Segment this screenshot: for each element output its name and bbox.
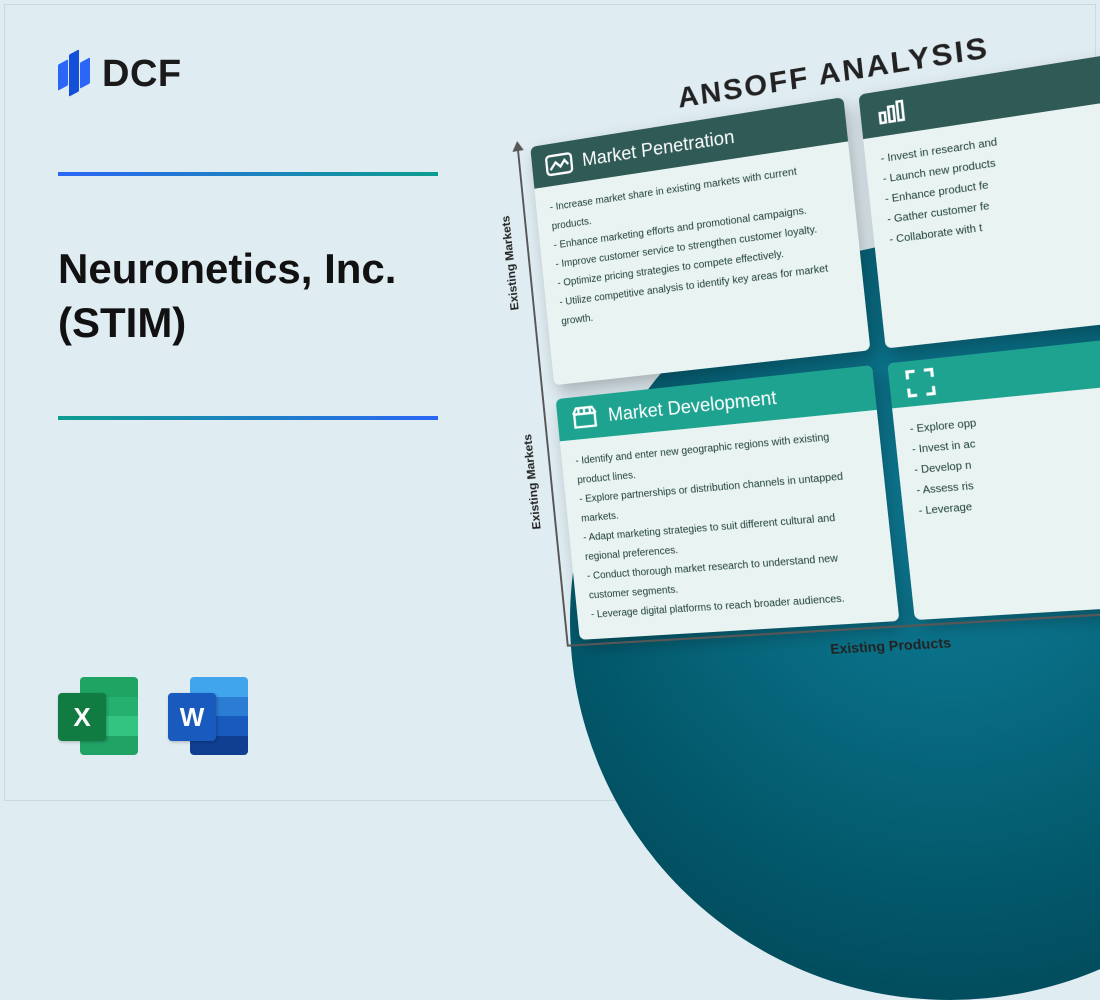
logo: DCF [58,48,478,100]
word-icon[interactable]: W [168,673,254,759]
word-badge: W [168,693,216,741]
image-icon [545,151,574,177]
expand-icon [904,369,938,396]
storefront-icon [570,405,599,430]
bar-chart-icon [875,98,908,126]
card-market-penetration: Market Penetration Increase market share… [530,97,870,385]
page-title: Neuronetics, Inc. (STIM) [58,242,478,350]
logo-mark-icon [58,48,92,100]
ansoff-diagram: ANSOFF ANALYSIS Existing Markets Existin… [492,0,1100,670]
left-panel: DCF Neuronetics, Inc. (STIM) [58,48,478,420]
excel-icon[interactable]: X [58,673,144,759]
file-icons: X W [58,673,254,759]
card-diversification: Explore opp Invest in ac Develop n Asses… [887,324,1100,620]
divider-bottom [58,416,438,420]
ansoff-grid: Market Penetration Increase market share… [523,38,1100,641]
divider-top [58,172,438,176]
card-body: Identify and enter new geographic region… [560,410,900,640]
card-market-development: Market Development Identify and enter ne… [556,365,900,640]
card-title: Market Development [607,387,777,426]
card-product-development: Invest in research and Launch new produc… [858,38,1100,349]
logo-text: DCF [102,53,182,96]
excel-badge: X [58,693,106,741]
ansoff-axes: Existing Markets Existing Markets Existi… [496,38,1100,670]
